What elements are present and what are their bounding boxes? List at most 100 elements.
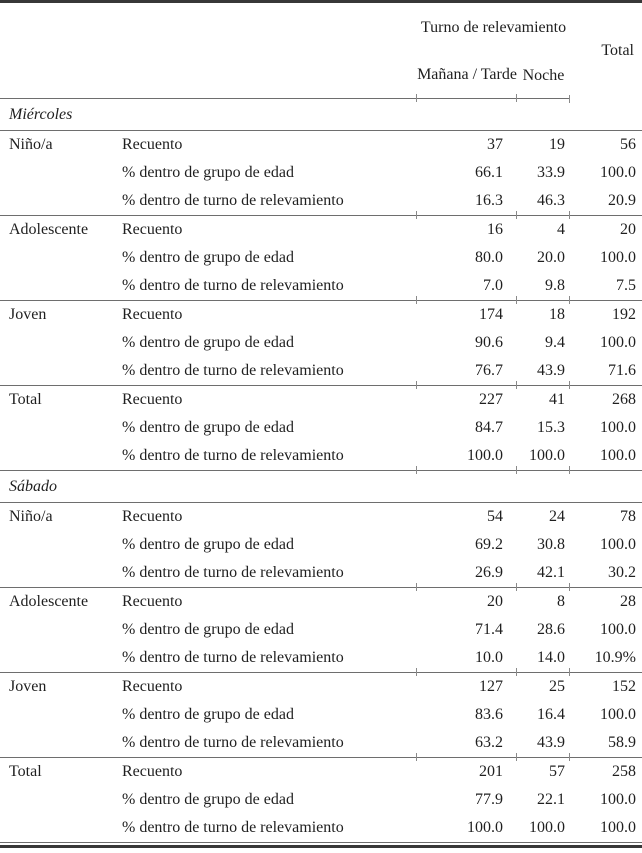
value-cell: 16.4 (537, 706, 565, 723)
value-cell: 201 (479, 763, 503, 780)
value-cell: 20 (487, 593, 503, 610)
table-row: % dentro de grupo de edad 71.4 28.6 100.0 (0, 616, 642, 644)
value-cell: 30.2 (569, 559, 642, 591)
value-cell: 9.8 (516, 272, 570, 304)
value-cell: 20.0 (537, 249, 565, 266)
statistic-label: Recuento (122, 136, 183, 153)
table-row: % dentro de grupo de edad 66.1 33.9 100.0 (0, 159, 642, 187)
column-group-header-turno: Turno de relevamiento (420, 18, 567, 36)
group-label: Joven (9, 678, 47, 695)
group-label (0, 159, 115, 187)
group-label (0, 531, 115, 559)
value-cell: 84.7 (475, 419, 503, 436)
table-row: % dentro de turno de relevamiento 7.0 9.8 7… (0, 272, 642, 304)
table-row: % dentro de turno de relevamiento 10.0 14.… (0, 644, 642, 676)
value-cell: 16 (487, 221, 503, 238)
value-cell: 14.0 (516, 644, 570, 676)
table-top-rule (0, 0, 642, 3)
value-cell: 43.9 (516, 729, 570, 761)
section-label: Miércoles (0, 98, 642, 131)
value-cell: 192 (612, 306, 636, 323)
table-row: Adolescente Recuento 20 8 28 (0, 588, 642, 617)
statistic-label: Recuento (122, 391, 183, 408)
value-cell: 10.0 (416, 644, 517, 676)
statistic-label: % dentro de grupo de edad (122, 164, 294, 181)
value-cell: 42.1 (516, 559, 570, 591)
table-row: Niño/a Recuento 37 19 56 (0, 131, 642, 160)
value-cell: 100.0 (600, 419, 636, 436)
section-label: Sábado (0, 470, 642, 503)
table-row: % dentro de grupo de edad 69.2 30.8 100.0 (0, 531, 642, 559)
group-label (0, 272, 115, 301)
statistic-label: % dentro de grupo de edad (122, 536, 294, 553)
table-row: Joven Recuento 174 18 192 (0, 301, 642, 330)
value-cell: 100.0 (467, 819, 503, 836)
value-cell: 100.0 (600, 249, 636, 266)
group-label: Joven (9, 306, 47, 323)
group-label (0, 244, 115, 272)
value-cell: 63.2 (416, 729, 517, 761)
value-cell: 258 (612, 763, 636, 780)
value-cell: 20.9 (569, 187, 642, 219)
group-label (0, 414, 115, 442)
table-header: Turno de relevamiento Total Mañana / Tar… (0, 3, 642, 102)
table-row: Niño/a Recuento 54 24 78 (0, 503, 642, 532)
value-cell: 100.0 (416, 442, 517, 474)
value-cell: 16.3 (416, 187, 517, 219)
value-cell: 20 (620, 221, 636, 238)
column-header-total: Total (569, 3, 642, 102)
group-label: Adolescente (9, 221, 89, 238)
statistic-label: % dentro de turno de relevamiento (115, 442, 417, 471)
value-cell: 7.0 (416, 272, 517, 304)
statistic-label: % dentro de turno de relevamiento (115, 272, 417, 301)
statistic-label: % dentro de turno de relevamiento (115, 729, 417, 758)
group-label (0, 559, 115, 588)
value-cell: 66.1 (475, 164, 503, 181)
value-cell: 41 (549, 391, 565, 408)
group-label: Total (9, 391, 42, 408)
value-cell: 56 (620, 136, 636, 153)
value-cell: 28 (620, 593, 636, 610)
value-cell: 83.6 (475, 706, 503, 723)
statistic-label: % dentro de grupo de edad (122, 706, 294, 723)
value-cell: 69.2 (475, 536, 503, 553)
crosstab-table: Turno de relevamiento Total Mañana / Tar… (0, 3, 642, 842)
value-cell: 58.9 (569, 729, 642, 761)
value-cell: 9.4 (545, 334, 565, 351)
table-row: % dentro de grupo de edad 77.9 22.1 100.0 (0, 786, 642, 814)
statistic-label: % dentro de grupo de edad (122, 249, 294, 266)
value-cell: 100.0 (529, 819, 565, 836)
value-cell: 100.0 (600, 791, 636, 808)
table-row: % dentro de turno de relevamiento 63.2 43.… (0, 729, 642, 761)
statistic-label: % dentro de turno de relevamiento (115, 559, 417, 588)
value-cell: 33.9 (537, 164, 565, 181)
value-cell: 8 (557, 593, 565, 610)
value-cell: 100.0 (600, 536, 636, 553)
value-cell: 46.3 (516, 187, 570, 219)
value-cell: 100.0 (600, 164, 636, 181)
value-cell: 26.9 (416, 559, 517, 591)
value-cell: 10.9% (569, 644, 642, 676)
value-cell: 71.6 (569, 357, 642, 389)
table-row: % dentro de grupo de edad 80.0 20.0 100.0 (0, 244, 642, 272)
statistic-label: Recuento (122, 763, 183, 780)
statistic-label: % dentro de turno de relevamiento (115, 357, 417, 386)
statistic-label: % dentro de turno de relevamiento (115, 187, 417, 216)
group-label (0, 814, 115, 842)
table-row: % dentro de turno de relevamiento 100.0 10… (0, 814, 642, 842)
value-cell: 25 (549, 678, 565, 695)
value-cell: 100.0 (600, 819, 636, 836)
statistic-label: % dentro de grupo de edad (122, 791, 294, 808)
value-cell: 54 (487, 508, 503, 525)
statistic-label: Recuento (122, 306, 183, 323)
column-header-manana-tarde: Mañana / Tarde (416, 53, 517, 102)
value-cell: 268 (612, 391, 636, 408)
value-cell: 90.6 (475, 334, 503, 351)
table-bottom-rule-thin (0, 842, 642, 845)
value-cell: 28.6 (537, 621, 565, 638)
group-label: Adolescente (9, 593, 89, 610)
value-cell: 43.9 (516, 357, 570, 389)
value-cell: 30.8 (537, 536, 565, 553)
value-cell: 24 (549, 508, 565, 525)
